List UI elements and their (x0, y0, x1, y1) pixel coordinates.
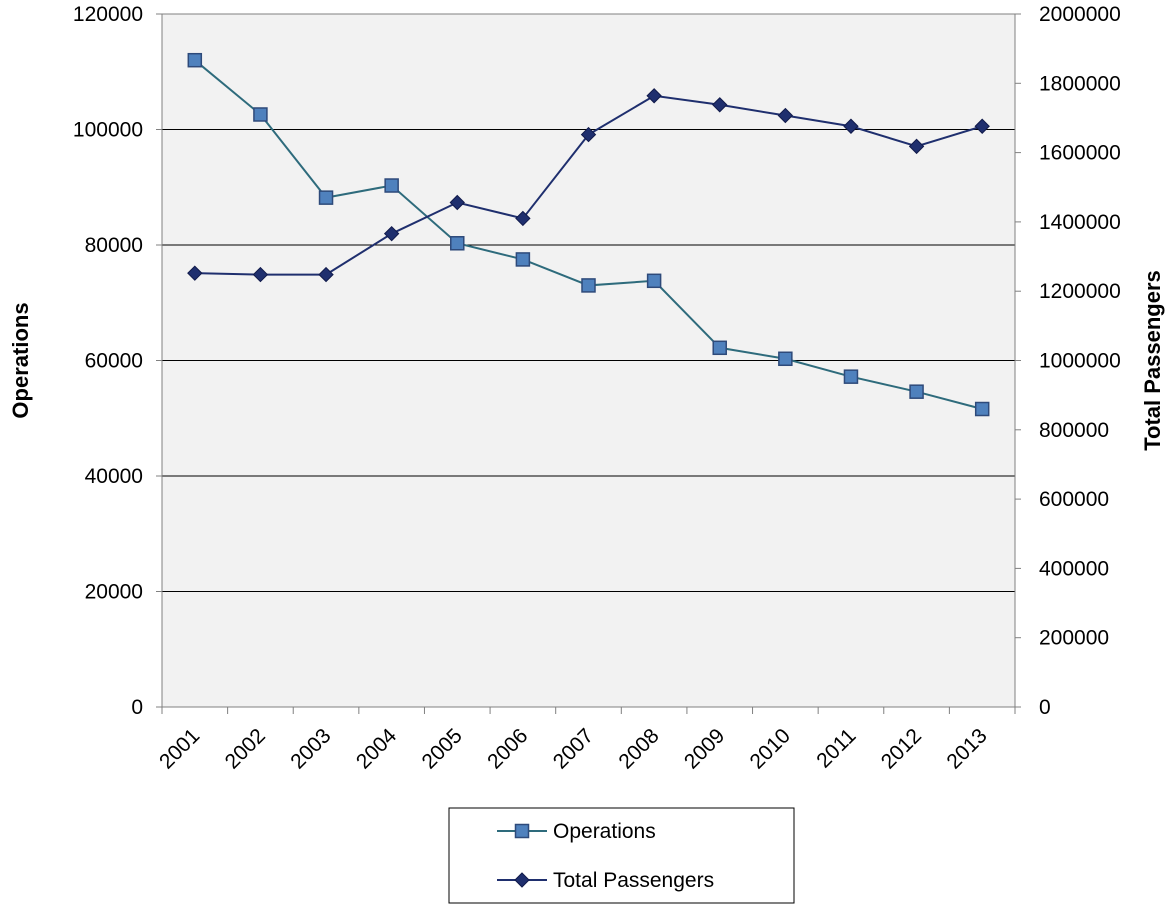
right-tick-label: 200000 (1039, 627, 1109, 650)
left-tick-label: 0 (131, 696, 143, 719)
data-point-total-passengers (580, 126, 597, 143)
legend-item-operations: Operations (497, 820, 656, 843)
right-tick-label: 2000000 (1039, 3, 1121, 26)
x-tick-label: 2004 (352, 724, 402, 774)
x-tick-label: 2007 (549, 724, 598, 773)
right-axis-title: Total Passengers (1140, 270, 1165, 451)
x-tick-label: 2003 (286, 724, 335, 773)
right-tick-label: 800000 (1039, 419, 1109, 442)
x-tick-label: 2012 (877, 724, 926, 773)
legend-label-total-passengers: Total Passengers (553, 869, 714, 892)
data-point-operations (515, 252, 531, 267)
data-point-total-passengers (449, 194, 465, 211)
legend: Operations Total Passengers (448, 807, 795, 904)
x-tick-label: 2005 (418, 724, 467, 773)
left-tick-label: 120000 (73, 3, 143, 26)
x-tick-label: 2008 (614, 724, 663, 773)
data-point-total-passengers (712, 97, 728, 113)
data-point-operations (187, 52, 203, 68)
legend-label-operations: Operations (553, 820, 656, 843)
legend-item-total-passengers: Total Passengers (497, 869, 714, 892)
right-axis-ticks: 0 200000 400000 600000 800000 1000000 1200000 1… (1015, 3, 1121, 719)
data-point-operations (974, 401, 990, 417)
series-group (187, 52, 990, 417)
data-point-total-passengers (974, 118, 990, 134)
data-point-total-passengers (187, 265, 203, 281)
x-tick-label: 2013 (942, 724, 991, 773)
right-tick-label: 1800000 (1039, 72, 1121, 95)
legend-marker-operations (514, 823, 530, 839)
x-axis-ticks: 2001 2002 2003 2004 2005 2006 2007 2008 2009 2010… (155, 707, 1016, 774)
left-tick-label: 20000 (85, 581, 143, 604)
right-tick-label: 1200000 (1039, 280, 1121, 303)
x-tick-label: 2011 (812, 724, 860, 772)
data-point-operations (778, 351, 793, 367)
data-point-total-passengers (383, 225, 400, 242)
data-point-operations (253, 107, 268, 122)
legend-box (448, 807, 795, 904)
right-tick-label: 1400000 (1039, 211, 1121, 234)
data-point-total-passengers (318, 266, 334, 283)
x-tick-label: 2006 (483, 724, 532, 773)
left-tick-label: 40000 (85, 465, 143, 488)
data-point-operations (318, 190, 334, 205)
series-total-passengers (187, 88, 990, 283)
data-point-total-passengers (908, 138, 925, 155)
data-point-operations (581, 278, 596, 293)
data-point-total-passengers (515, 210, 531, 227)
right-tick-label: 1600000 (1039, 142, 1121, 165)
left-tick-label: 80000 (85, 234, 143, 257)
right-tick-label: 600000 (1039, 488, 1109, 511)
x-tick-label: 2009 (680, 724, 729, 773)
right-tick-label: 1000000 (1039, 350, 1121, 373)
x-tick-label: 2001 (155, 724, 204, 773)
data-point-total-passengers (252, 266, 269, 283)
data-point-operations (843, 369, 859, 384)
legend-marker-total-passengers (514, 872, 530, 888)
data-point-operations (450, 236, 465, 251)
data-point-total-passengers (843, 118, 859, 134)
right-tick-label: 0 (1039, 696, 1051, 719)
left-axis-title: Operations (8, 302, 33, 418)
x-tick-label: 2010 (746, 724, 795, 773)
right-tick-label: 400000 (1039, 557, 1109, 580)
left-tick-label: 100000 (73, 119, 143, 142)
data-point-operations (646, 273, 662, 289)
left-tick-label: 60000 (85, 350, 143, 373)
left-axis-ticks: 0 20000 40000 60000 80000 100000 120000 (73, 3, 162, 719)
x-tick-label: 2002 (221, 724, 270, 773)
data-point-total-passengers (777, 107, 794, 124)
data-point-operations (712, 340, 727, 356)
series-operations (187, 52, 990, 417)
data-point-operations (384, 178, 399, 193)
data-point-total-passengers (646, 88, 662, 104)
data-point-operations (909, 384, 924, 399)
